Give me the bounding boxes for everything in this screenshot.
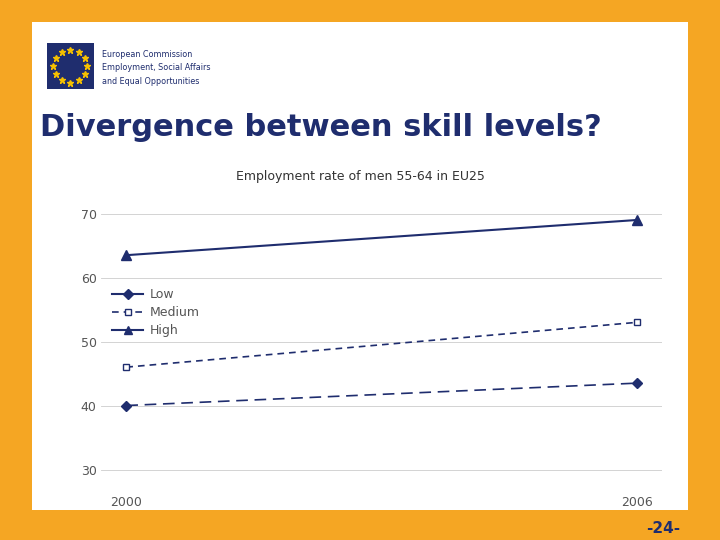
Text: Divergence between skill levels?: Divergence between skill levels? <box>40 113 601 143</box>
Text: Employment rate of men 55-64 in EU25: Employment rate of men 55-64 in EU25 <box>235 170 485 183</box>
Legend: Low, Medium, High: Low, Medium, High <box>107 283 204 342</box>
Text: European Commission
Employment, Social Affairs
and Equal Opportunities: European Commission Employment, Social A… <box>102 50 211 86</box>
Text: -24-: -24- <box>647 521 680 536</box>
